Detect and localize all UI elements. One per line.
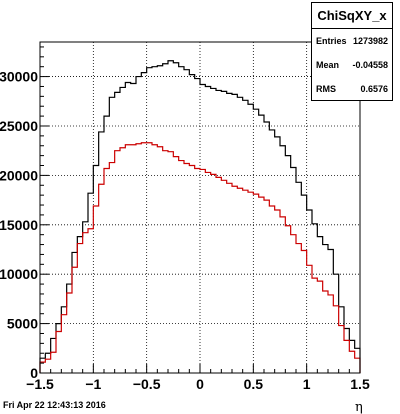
y-tick-label: 15000 <box>0 217 38 233</box>
stats-value: 0.6576 <box>360 84 388 94</box>
stats-row-mean: Mean -0.04558 <box>312 53 392 77</box>
y-tick-label: 0 <box>30 365 38 381</box>
histogram-series-0 <box>39 60 361 373</box>
x-axis-label: η <box>355 400 363 414</box>
stats-label: Mean <box>316 60 340 70</box>
stats-row-rms: RMS 0.6576 <box>312 77 392 101</box>
y-tick-label: 10000 <box>0 266 38 282</box>
x-tick-label: −1 <box>85 376 101 392</box>
stats-value: -0.04558 <box>352 60 388 70</box>
x-tick-label: 1 <box>303 376 311 392</box>
x-tick-label: 0.5 <box>244 376 264 392</box>
stats-box: ChiSqXY_x Entries 1273982 Mean -0.04558 … <box>311 2 393 101</box>
axis-ticks <box>39 46 361 374</box>
stats-label: Entries <box>316 36 347 46</box>
y-tick-label: 5000 <box>7 316 38 332</box>
y-tick-label: 25000 <box>0 118 38 134</box>
x-tick-label: 1.5 <box>350 376 370 392</box>
x-tick-label: −0.5 <box>133 376 161 392</box>
stats-value: 1273982 <box>352 36 388 46</box>
stats-title: ChiSqXY_x <box>312 3 392 29</box>
stats-row-entries: Entries 1273982 <box>312 29 392 53</box>
histogram-series-1 <box>39 142 361 373</box>
y-tick-label: 20000 <box>0 167 38 183</box>
histogram-series <box>39 60 361 373</box>
stats-label: RMS <box>316 84 336 94</box>
y-tick-label: 30000 <box>0 69 38 85</box>
x-tick-label: 0 <box>196 376 204 392</box>
x-tick-label: −1.5 <box>26 376 54 392</box>
footer-date: Fri Apr 22 12:43:13 2016 <box>3 400 106 410</box>
axis-tick-labels: −1.5 −1 −0.5 0 0.5 1 1.5 0 5000 10000 15000 20000 25… <box>0 69 370 392</box>
